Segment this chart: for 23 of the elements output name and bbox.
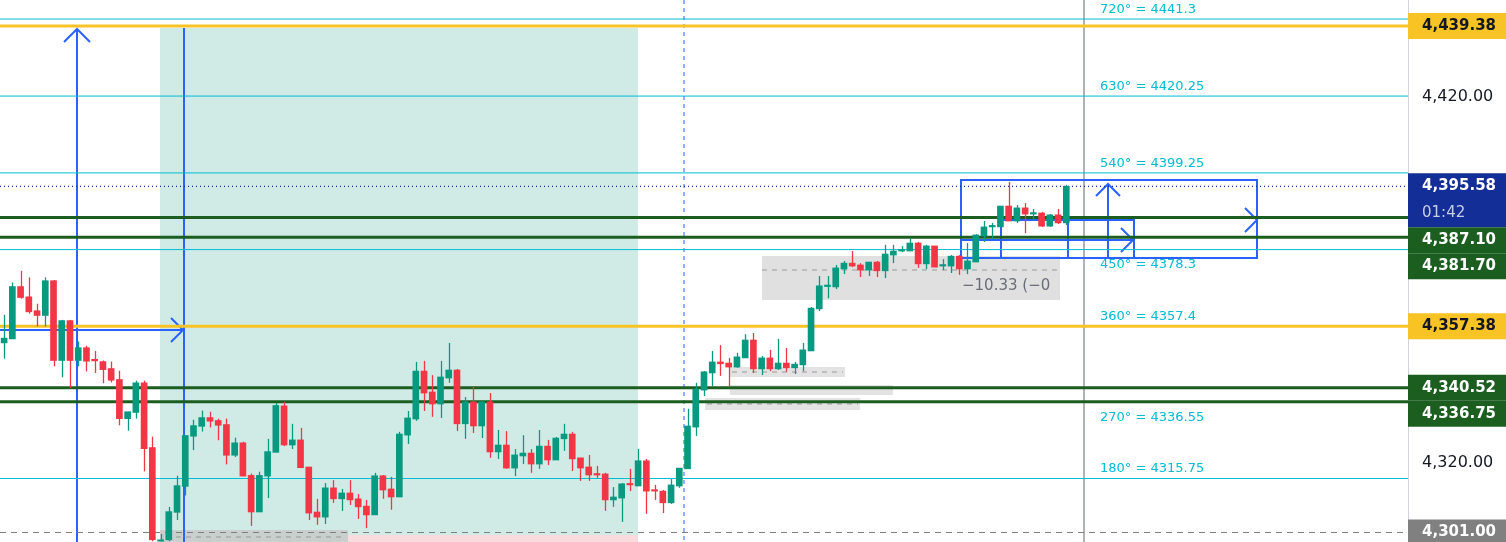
annotation: 270° = 4336.55: [1100, 409, 1205, 425]
ref-line-label: 4,395.58 01:42: [1422, 176, 1497, 222]
candlestick: [33, 303, 41, 328]
annotation: 360° = 4357.4: [1100, 307, 1196, 323]
candlestick: [124, 411, 131, 432]
ref-line-label: 720° = 4441.3: [1100, 0, 1196, 16]
candlestick: [1005, 181, 1012, 222]
ref-line-label: 540° = 4399.25: [1100, 154, 1205, 170]
candlestick: [99, 359, 107, 384]
ref-line-label: 4,301.00: [1422, 522, 1497, 541]
ref-line-label: 450° = 4378.3: [1100, 256, 1196, 272]
ref-line-label: 4,336.75: [1422, 403, 1497, 422]
ref-line-label: 4,381.70: [1422, 256, 1497, 275]
y-tick-label: 4,420.00: [1422, 86, 1494, 106]
ref-line-label: 180° = 4315.75: [1100, 460, 1205, 476]
ref-line-label: 4,357.38: [1422, 316, 1497, 335]
candlestick: [107, 360, 115, 384]
ref-line-label: 630° = 4420.25: [1100, 77, 1205, 93]
y-tick-label: 4,320.00: [1422, 452, 1494, 472]
ref-line-label: 4,387.10: [1422, 230, 1497, 249]
ref-line-label: 4,439.38: [1422, 15, 1497, 34]
candlestick: [74, 340, 82, 367]
ref-line-label: 4,340.52: [1422, 377, 1497, 396]
